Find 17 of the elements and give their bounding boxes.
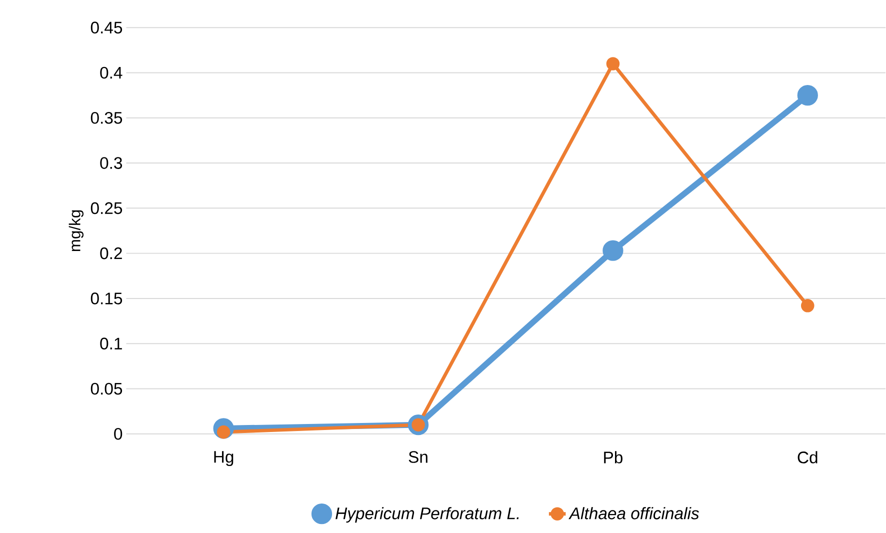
x-tick-label: Hg	[214, 450, 234, 466]
y-tick-label: 0.15	[90, 292, 122, 304]
y-tick-label: 0.05	[90, 382, 122, 394]
legend-label: Althaea officinalis	[568, 506, 699, 520]
y-tick-label: 0.2	[100, 247, 122, 259]
y-tick-label: 0.25	[90, 202, 122, 214]
legend-label: Hypericum Perforatum L.	[336, 506, 519, 522]
x-tick-label: Sn	[408, 450, 428, 463]
x-tick-label: Pb	[604, 450, 622, 464]
y-tick-label: 0.35	[90, 112, 122, 124]
y-axis-title: mg/kg	[68, 210, 84, 251]
y-tick-label: 0.3	[100, 156, 122, 169]
y-tick-label: 0.4	[100, 66, 122, 78]
y-tick-label: 0.45	[90, 21, 122, 34]
y-tick-label: 0	[114, 428, 122, 440]
y-tick-label: 0.1	[100, 337, 122, 350]
x-tick-label: Cd	[798, 450, 818, 464]
